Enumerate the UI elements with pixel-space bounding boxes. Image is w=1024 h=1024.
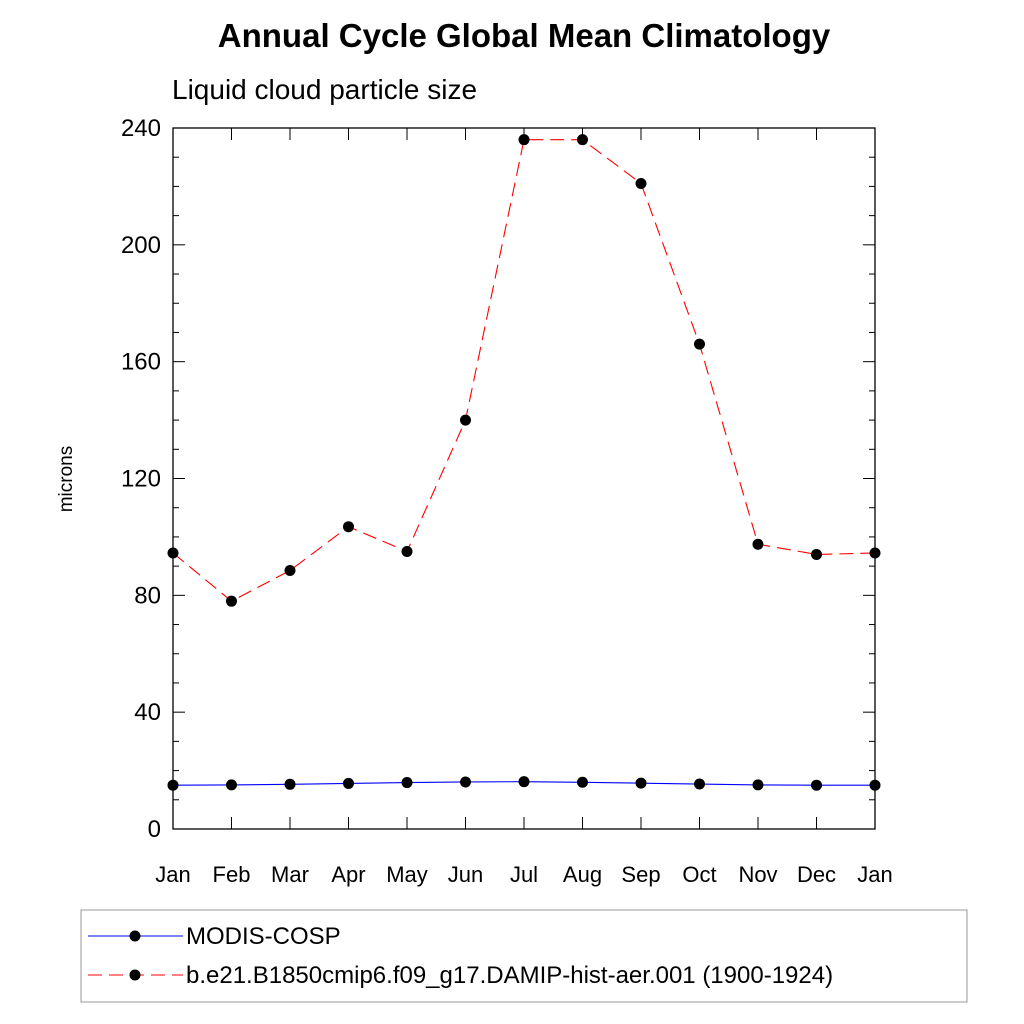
axis-ticks — [172, 127, 876, 830]
legend-marker — [129, 930, 141, 942]
chart-subtitle: Liquid cloud particle size — [172, 74, 477, 105]
x-tick-label: Jan — [155, 862, 190, 887]
x-tick-label: Oct — [682, 862, 716, 887]
y-tick-label: 0 — [148, 816, 161, 843]
data-point — [811, 548, 822, 560]
data-point — [577, 134, 588, 146]
x-tick-label: May — [386, 862, 428, 887]
x-tick-label: Nov — [738, 862, 777, 887]
y-tick-label: 200 — [121, 232, 161, 259]
data-point — [577, 776, 588, 788]
data-point — [694, 778, 705, 790]
y-tick-label: 240 — [121, 115, 161, 142]
series-line — [172, 139, 876, 602]
data-point — [167, 779, 179, 791]
data-point — [460, 776, 471, 788]
data-point — [518, 776, 530, 788]
legend-label: MODIS-COSP — [186, 923, 341, 950]
x-tick-label: Sep — [621, 862, 660, 887]
x-tick-label: Feb — [213, 862, 251, 887]
data-point — [284, 778, 296, 790]
data-point — [694, 338, 705, 350]
series-1 — [167, 776, 881, 791]
data-point — [226, 779, 237, 791]
series-2 — [167, 134, 881, 607]
data-point — [226, 595, 237, 607]
data-point — [284, 565, 296, 577]
legend-box — [80, 909, 968, 1003]
data-point — [811, 779, 822, 791]
data-point — [869, 779, 881, 791]
chart-title: Annual Cycle Global Mean Climatology — [218, 17, 831, 54]
legend: MODIS-COSP b.e21.B1850cmip6.f09_g17.DAMIP… — [88, 923, 833, 989]
series-layer — [167, 134, 881, 791]
data-point — [752, 779, 764, 791]
data-point — [401, 777, 413, 789]
data-point — [167, 547, 179, 559]
y-tick-label: 160 — [121, 349, 161, 376]
data-point — [460, 414, 471, 426]
data-point — [635, 177, 647, 189]
data-point — [752, 538, 764, 550]
y-tick-label: 40 — [134, 699, 161, 726]
x-tick-label: Jan — [857, 862, 892, 887]
y-tick-label: 120 — [121, 466, 161, 493]
x-tick-label: Mar — [271, 862, 309, 887]
data-point — [343, 521, 354, 533]
data-point — [518, 134, 530, 146]
legend-label: b.e21.B1850cmip6.f09_g17.DAMIP-hist-aer.… — [186, 962, 833, 989]
legend-marker — [129, 969, 141, 981]
x-tick-label: Jul — [510, 862, 538, 887]
plot-frame — [172, 127, 876, 830]
y-tick-label: 80 — [134, 582, 161, 609]
x-tick-label: Jun — [448, 862, 483, 887]
axis-tick-labels: 0 40 80 120 160 200 240 Jan Feb Mar Apr May Jun Jul Au… — [121, 115, 893, 887]
x-tick-label: Apr — [331, 862, 365, 887]
x-tick-label: Dec — [797, 862, 836, 887]
data-point — [869, 547, 881, 559]
data-point — [635, 777, 647, 789]
y-axis-title: microns — [56, 446, 77, 513]
x-tick-label: Aug — [563, 862, 602, 887]
data-point — [401, 546, 413, 558]
data-point — [343, 777, 354, 789]
